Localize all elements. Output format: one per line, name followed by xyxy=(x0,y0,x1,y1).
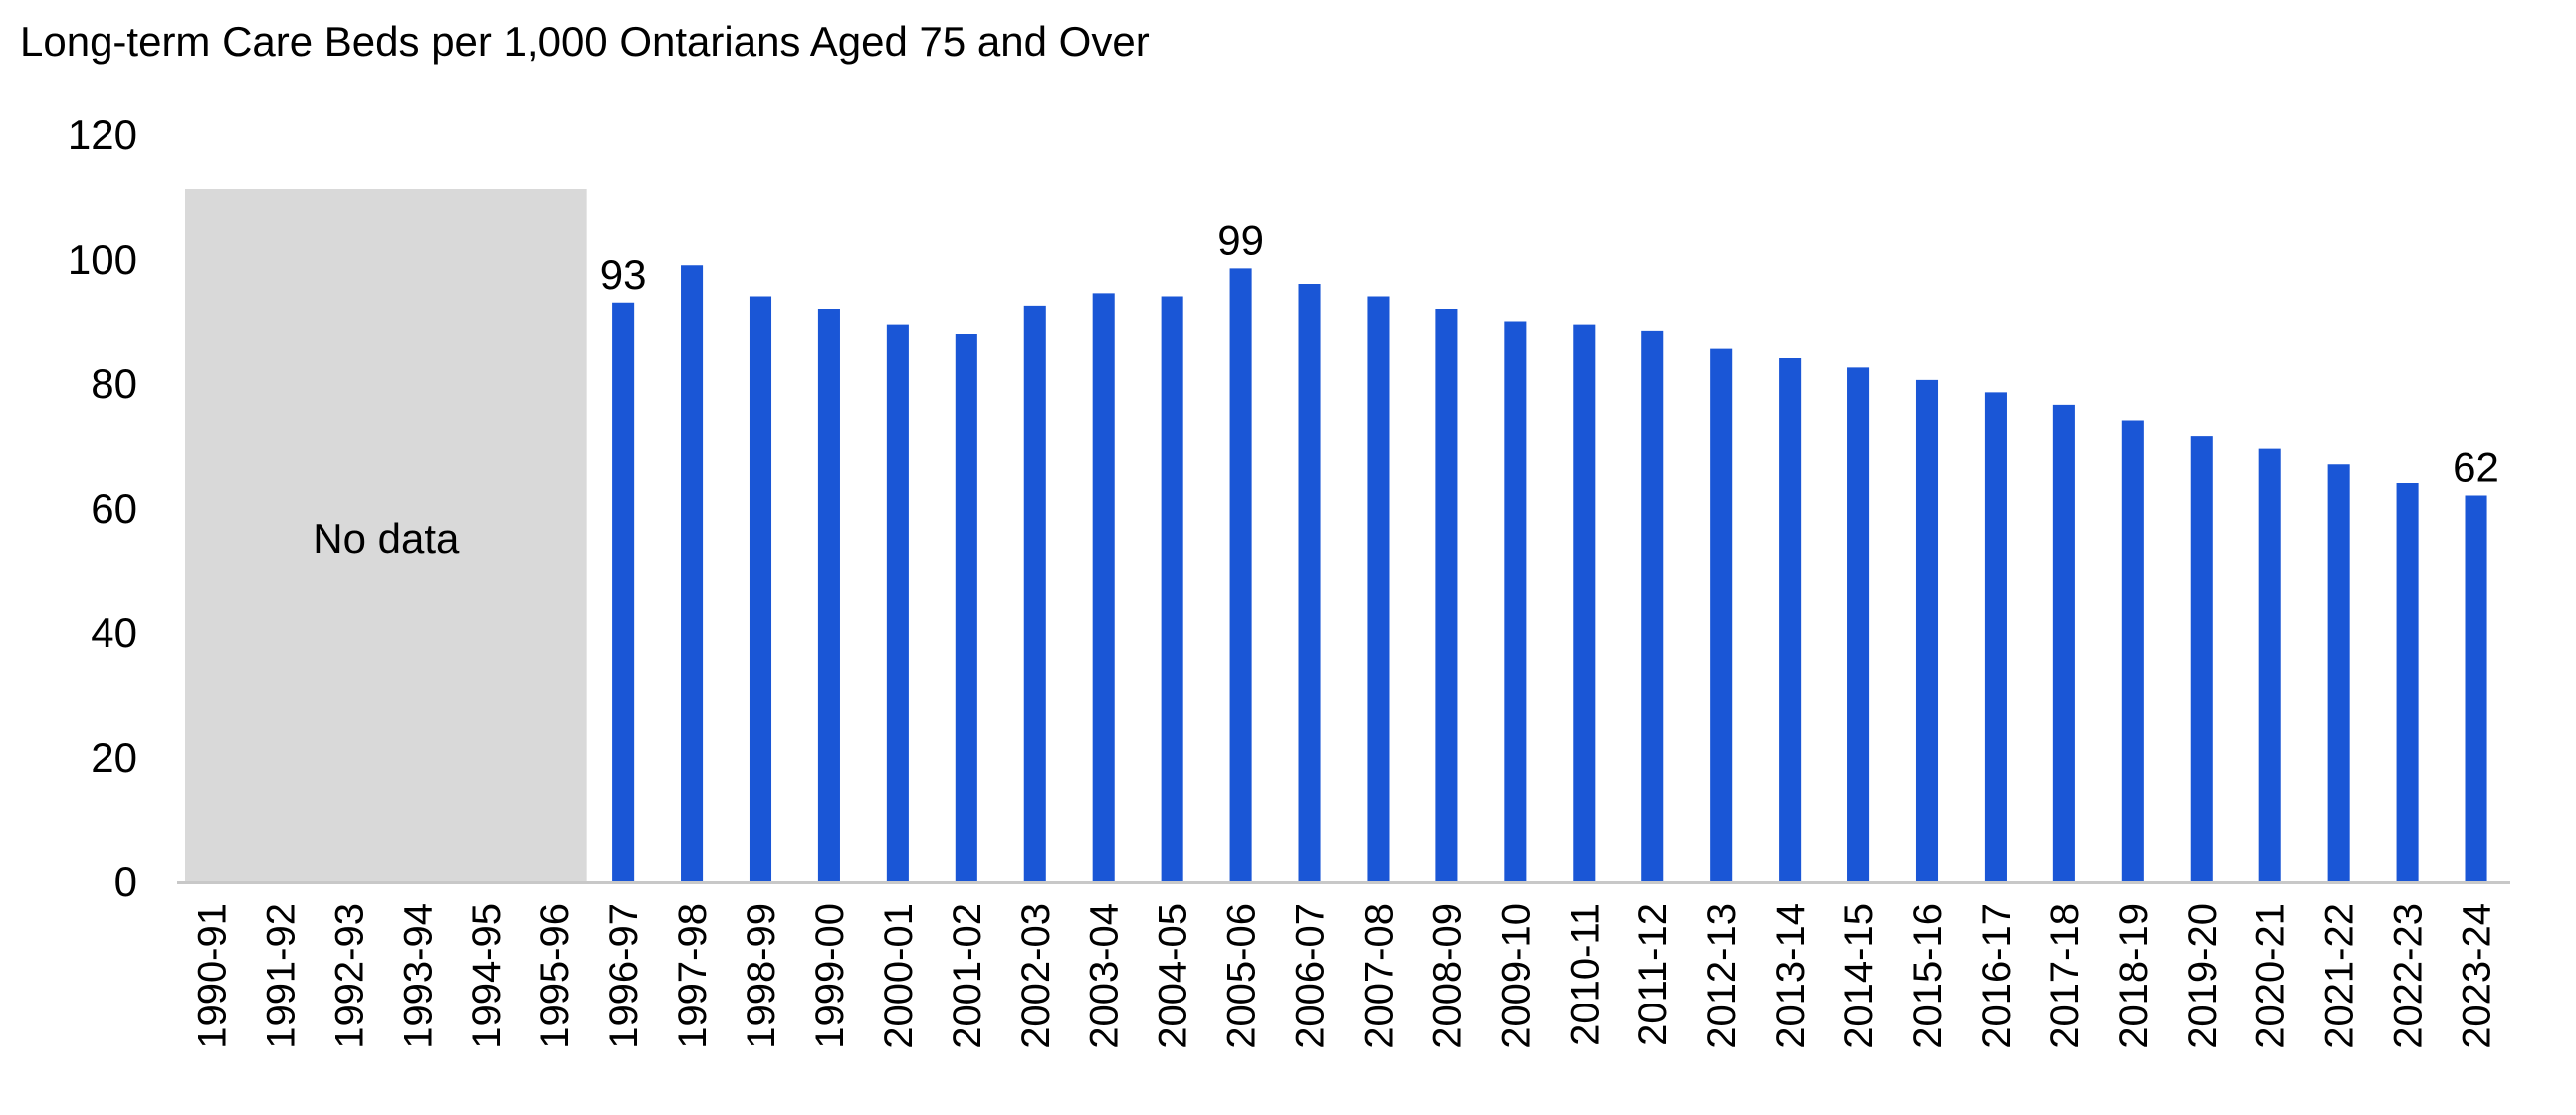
x-tick-label: 2023-24 xyxy=(2456,903,2499,1049)
bar-2009-10 xyxy=(1504,321,1527,881)
bar-1997-98 xyxy=(681,265,704,881)
no-data-region xyxy=(185,189,587,881)
x-tick-label: 1993-94 xyxy=(396,903,440,1049)
bar-1996-97 xyxy=(612,302,635,881)
bar-2005-06 xyxy=(1229,268,1252,881)
x-tick-label: 1992-93 xyxy=(327,903,371,1049)
x-tick-label: 2000-01 xyxy=(877,903,921,1049)
bar-2006-07 xyxy=(1298,284,1321,881)
data-label-1996-97: 93 xyxy=(600,251,647,298)
bar-2007-08 xyxy=(1367,296,1390,881)
x-tick-label: 2013-14 xyxy=(1769,903,1813,1049)
no-data-label: No data xyxy=(313,515,460,561)
chart-title: Long-term Care Beds per 1,000 Ontarians … xyxy=(20,18,1150,65)
bar-2017-18 xyxy=(2052,404,2075,881)
bar-2013-14 xyxy=(1779,358,1802,881)
bar-2010-11 xyxy=(1573,324,1596,881)
bar-2001-02 xyxy=(955,334,977,881)
x-tick-label: 2019-20 xyxy=(2181,903,2225,1049)
y-tick-label: 40 xyxy=(91,609,137,656)
bar-2018-19 xyxy=(2121,420,2144,881)
x-tick-label: 2020-21 xyxy=(2250,903,2293,1049)
data-label-2023-24: 62 xyxy=(2453,444,2499,491)
x-tick-label: 1996-97 xyxy=(602,903,646,1049)
x-tick-label: 2006-07 xyxy=(1289,903,1333,1049)
data-label-2005-06: 99 xyxy=(1217,216,1264,263)
x-tick-label: 2012-13 xyxy=(1700,903,1744,1049)
y-tick-label: 100 xyxy=(68,236,137,283)
bar-2014-15 xyxy=(1847,367,1870,881)
y-tick-label: 20 xyxy=(91,734,137,780)
bar-2002-03 xyxy=(1023,305,1046,881)
x-tick-label: 1990-91 xyxy=(190,903,234,1049)
x-tick-label: 2008-09 xyxy=(1425,903,1469,1049)
x-tick-label: 1995-96 xyxy=(534,903,577,1049)
bar-2023-24 xyxy=(2465,495,2487,881)
x-tick-label: 2002-03 xyxy=(1014,903,1058,1049)
bar-2012-13 xyxy=(1710,348,1733,881)
y-tick-label: 60 xyxy=(91,485,137,532)
bar-2019-20 xyxy=(2190,436,2213,881)
bar-2022-23 xyxy=(2396,483,2419,881)
x-tick-label: 1994-95 xyxy=(465,903,509,1049)
x-tick-label: 2009-10 xyxy=(1494,903,1538,1049)
x-tick-label: 2015-16 xyxy=(1906,903,1950,1049)
x-tick-label: 2021-22 xyxy=(2318,903,2362,1049)
x-tick-label: 1997-98 xyxy=(671,903,715,1049)
bar-2008-09 xyxy=(1435,309,1458,881)
x-tick-label: 2014-15 xyxy=(1837,903,1881,1049)
bar-2000-01 xyxy=(886,324,909,881)
x-tick-label: 1991-92 xyxy=(259,903,303,1049)
bar-2004-05 xyxy=(1161,296,1183,881)
bar-1999-00 xyxy=(817,309,840,881)
x-tick-label: 2011-12 xyxy=(1631,903,1675,1046)
x-tick-label: 2004-05 xyxy=(1152,903,1195,1049)
x-tick-label: 2022-23 xyxy=(2387,903,2431,1049)
x-tick-label: 2017-18 xyxy=(2043,903,2087,1049)
bar-2015-16 xyxy=(1915,379,1939,881)
x-tick-label: 2016-17 xyxy=(1975,903,2019,1049)
x-tick-label: 2005-06 xyxy=(1220,903,1264,1049)
y-tick-label: 120 xyxy=(68,112,137,158)
bar-2020-21 xyxy=(2258,448,2281,881)
y-tick-label: 0 xyxy=(114,858,137,905)
bar-1998-99 xyxy=(749,296,772,881)
x-tick-label: 2010-11 xyxy=(1563,903,1607,1046)
bar-2016-17 xyxy=(1984,392,2007,881)
x-tick-label: 1999-00 xyxy=(808,903,852,1049)
y-tick-label: 80 xyxy=(91,360,137,407)
bar-2011-12 xyxy=(1641,330,1664,881)
x-tick-label: 2007-08 xyxy=(1357,903,1400,1049)
x-tick-label: 2001-02 xyxy=(946,903,989,1049)
x-tick-label: 2018-19 xyxy=(2112,903,2156,1049)
bar-2021-22 xyxy=(2327,464,2350,881)
x-tick-label: 2003-04 xyxy=(1083,903,1127,1049)
bar-2003-04 xyxy=(1092,293,1115,881)
x-tick-label: 1998-99 xyxy=(740,903,783,1049)
